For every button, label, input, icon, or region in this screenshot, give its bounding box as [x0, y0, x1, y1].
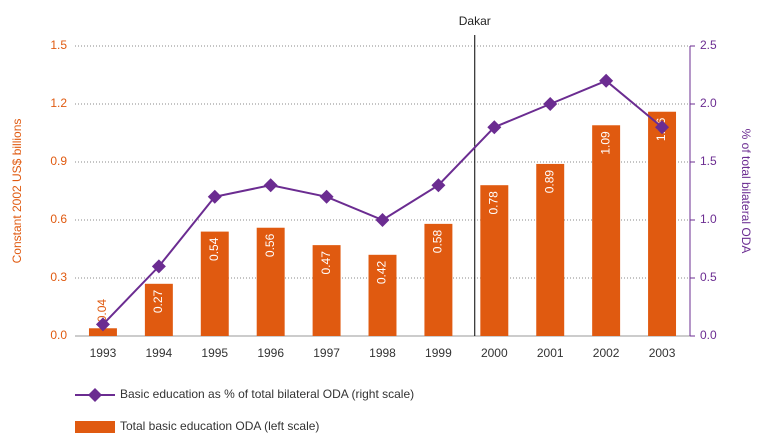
- x-tick-label: 1997: [313, 346, 340, 360]
- bar: [480, 185, 509, 336]
- legend-label: Basic education as % of total bilateral …: [120, 387, 414, 401]
- data-label: 0.47: [319, 251, 333, 275]
- x-tick-label: 2002: [593, 346, 620, 360]
- x-tick-label: 1998: [369, 346, 396, 360]
- bar: [312, 245, 341, 336]
- line-marker: [375, 213, 390, 227]
- y-tick-label: 0.6: [50, 212, 67, 226]
- bar: [200, 231, 229, 336]
- y-tick-label: 0.9: [50, 154, 67, 168]
- bar: [88, 328, 117, 336]
- data-label: 0.56: [263, 233, 277, 257]
- y2-tick-label: 2.0: [700, 96, 717, 110]
- line-marker: [655, 120, 670, 135]
- data-label: 0.42: [375, 260, 389, 284]
- data-label: 0.58: [431, 230, 445, 254]
- x-tick-label: 2003: [649, 346, 676, 360]
- x-tick-label: 1999: [425, 346, 452, 360]
- bar: [144, 283, 173, 336]
- data-label: 0.27: [151, 289, 165, 313]
- y-tick-label: 0.3: [50, 270, 67, 284]
- data-label: 1.09: [598, 131, 612, 155]
- data-label: 0.04: [95, 299, 109, 323]
- y2-tick-label: 1.5: [700, 154, 717, 168]
- line-marker: [431, 178, 446, 193]
- line-marker: [319, 189, 334, 204]
- line-marker: [95, 317, 110, 332]
- bar: [592, 125, 621, 337]
- bar: [536, 163, 565, 336]
- x-tick-label: 2000: [481, 346, 508, 360]
- line-marker: [487, 120, 502, 135]
- y-tick-label: 1.5: [50, 38, 67, 52]
- legend-marker: [88, 388, 102, 402]
- line-marker: [151, 259, 166, 274]
- line-marker: [207, 189, 222, 204]
- legend-swatch: [75, 421, 115, 433]
- annotation-text: Dakar: [459, 14, 491, 28]
- y2-axis-label: % of total bilateral ODA: [739, 129, 753, 254]
- x-tick-label: 1996: [257, 346, 284, 360]
- y-tick-label: 0.0: [50, 328, 67, 342]
- line-marker: [543, 97, 558, 111]
- x-tick-label: 1995: [201, 346, 228, 360]
- data-label: 0.89: [542, 170, 556, 194]
- data-label: 0.78: [486, 191, 500, 215]
- y2-tick-label: 0.0: [700, 328, 717, 342]
- x-tick-label: 1993: [90, 346, 117, 360]
- y2-tick-label: 0.5: [700, 270, 717, 284]
- x-tick-label: 2001: [537, 346, 564, 360]
- line-marker: [263, 178, 278, 193]
- x-tick-label: 1994: [146, 346, 173, 360]
- y2-tick-label: 1.0: [700, 212, 717, 226]
- bar: [648, 111, 677, 336]
- line-marker: [599, 73, 614, 88]
- bar: [424, 223, 453, 336]
- data-label: 0.54: [207, 237, 221, 261]
- y-axis-label: Constant 2002 US$ billions: [10, 119, 24, 264]
- y2-tick-label: 2.5: [700, 38, 717, 52]
- bar: [368, 254, 397, 336]
- y-tick-label: 1.2: [50, 96, 67, 110]
- legend-label: Total basic education ODA (left scale): [120, 419, 319, 433]
- bar: [256, 227, 285, 336]
